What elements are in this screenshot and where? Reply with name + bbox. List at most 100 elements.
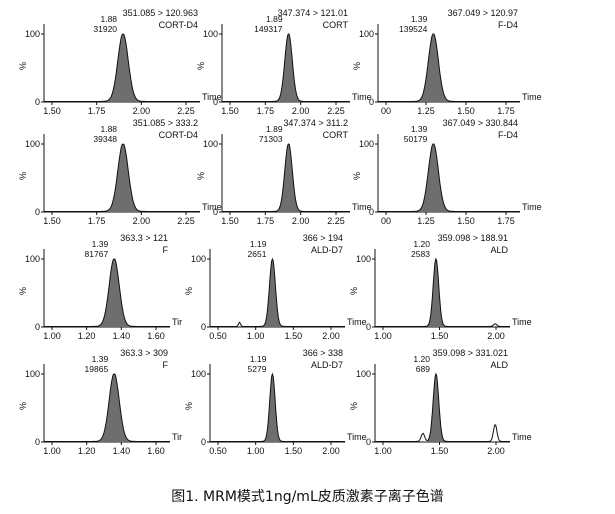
x-axis-label: Time <box>352 202 372 212</box>
x-tick-label: 2.00 <box>487 331 505 341</box>
compound-label: CORT-D4 <box>159 20 198 30</box>
y-tick-label: 100 <box>25 139 40 149</box>
peak-area <box>277 34 300 102</box>
x-tick-label: 1.00 <box>43 446 61 456</box>
x-tick-label: 1.75 <box>257 216 275 226</box>
peak-area-label: 689 <box>416 364 430 374</box>
y-tick-label: 0 <box>369 207 374 217</box>
chromatogram-panel: 100 0% 1.50 1.75 2.00 2.25 Time 1.8971303347.37… <box>196 118 372 226</box>
x-axis-label: Time <box>522 202 542 212</box>
y-axis-label: % <box>18 62 28 70</box>
chromatogram-trace <box>222 33 350 102</box>
chromatogram-trace <box>375 257 510 327</box>
x-tick-label: 1.60 <box>147 331 165 341</box>
compound-label: ALD-D7 <box>311 245 343 255</box>
x-tick-label: 1.50 <box>221 106 239 116</box>
x-tick-label: 1.00 <box>247 446 265 456</box>
x-tick-label: 0.50 <box>209 446 227 456</box>
x-tick-label: 1.25 <box>417 216 435 226</box>
y-axis-label: % <box>18 287 28 295</box>
peak-area <box>427 374 445 442</box>
chromatogram-trace <box>210 372 345 442</box>
x-tick-label: 1.60 <box>147 446 165 456</box>
peak-area <box>418 34 449 102</box>
x-tick-label: 00 <box>381 216 391 226</box>
x-tick-label: 00 <box>381 106 391 116</box>
x-tick-label: 2.00 <box>322 331 340 341</box>
peak-area <box>99 374 130 442</box>
chromatogram-trace <box>222 143 350 212</box>
mrm-transition-label: 366 > 338 <box>303 348 343 358</box>
y-tick-label: 0 <box>35 97 40 107</box>
y-axis-label: % <box>18 402 28 410</box>
x-tick-label: 1.50 <box>457 216 475 226</box>
x-tick-label: 1.75 <box>497 106 515 116</box>
peak-area-label: 31920 <box>93 24 117 34</box>
x-tick-label: 1.00 <box>374 331 392 341</box>
y-tick-label: 0 <box>369 97 374 107</box>
x-tick-label: 1.00 <box>43 331 61 341</box>
compound-label: CORT-D4 <box>159 130 198 140</box>
y-axis-label: % <box>184 402 194 410</box>
y-tick-label: 100 <box>359 29 374 39</box>
x-axis-label: Tir <box>172 432 182 442</box>
y-axis-label: % <box>196 172 206 180</box>
compound-label: CORT <box>323 130 349 140</box>
x-tick-label: 1.75 <box>497 216 515 226</box>
compound-label: F-D4 <box>498 20 518 30</box>
figure-caption: 图1. MRM模式1ng/mL皮质激素子离子色谱 <box>171 489 444 505</box>
retention-time-label: 1.88 <box>100 124 117 134</box>
x-tick-label: 1.50 <box>457 106 475 116</box>
x-tick-label: 1.50 <box>221 216 239 226</box>
y-tick-label: 0 <box>35 207 40 217</box>
retention-time-label: 1.19 <box>250 354 267 364</box>
x-tick-label: 1.40 <box>113 331 131 341</box>
y-axis-label: % <box>352 172 362 180</box>
x-tick-label: 1.00 <box>247 331 265 341</box>
x-axis-label: Time <box>347 317 367 327</box>
peak-area <box>107 34 139 102</box>
y-tick-label: 100 <box>25 254 40 264</box>
peak-area <box>418 144 449 212</box>
y-tick-label: 100 <box>25 369 40 379</box>
mrm-transition-label: 363.3 > 121 <box>120 233 168 243</box>
peak-area <box>427 259 445 327</box>
y-axis-label: % <box>184 287 194 295</box>
x-axis-label: Time <box>522 92 542 102</box>
mrm-transition-label: 359.098 > 188.91 <box>438 233 508 243</box>
mrm-transition-label: 359.098 > 331.021 <box>433 348 508 358</box>
y-tick-label: 100 <box>356 254 371 264</box>
x-axis-label: Time <box>512 317 532 327</box>
y-tick-label: 0 <box>35 437 40 447</box>
x-tick-label: 2.00 <box>487 446 505 456</box>
peak-area-label: 149317 <box>254 24 283 34</box>
chromatogram-trace <box>378 143 520 212</box>
y-tick-label: 100 <box>191 369 206 379</box>
peak-area-label: 81767 <box>85 249 109 259</box>
mrm-transition-label: 363.3 > 309 <box>120 348 168 358</box>
y-tick-label: 0 <box>213 97 218 107</box>
y-tick-label: 100 <box>191 254 206 264</box>
y-tick-label: 100 <box>203 139 218 149</box>
x-tick-label: 1.40 <box>113 446 131 456</box>
peak-area <box>263 259 282 327</box>
retention-time-label: 1.89 <box>266 124 283 134</box>
x-tick-label: 2.00 <box>133 216 151 226</box>
y-axis-label: % <box>349 287 359 295</box>
y-tick-label: 100 <box>359 139 374 149</box>
retention-time-label: 1.39 <box>411 124 428 134</box>
x-axis-label: Tir <box>172 317 182 327</box>
y-tick-label: 100 <box>356 369 371 379</box>
retention-time-label: 1.19 <box>250 239 267 249</box>
compound-label: ALD <box>490 245 508 255</box>
retention-time-label: 1.39 <box>92 239 109 249</box>
compound-label: ALD-D7 <box>311 360 343 370</box>
